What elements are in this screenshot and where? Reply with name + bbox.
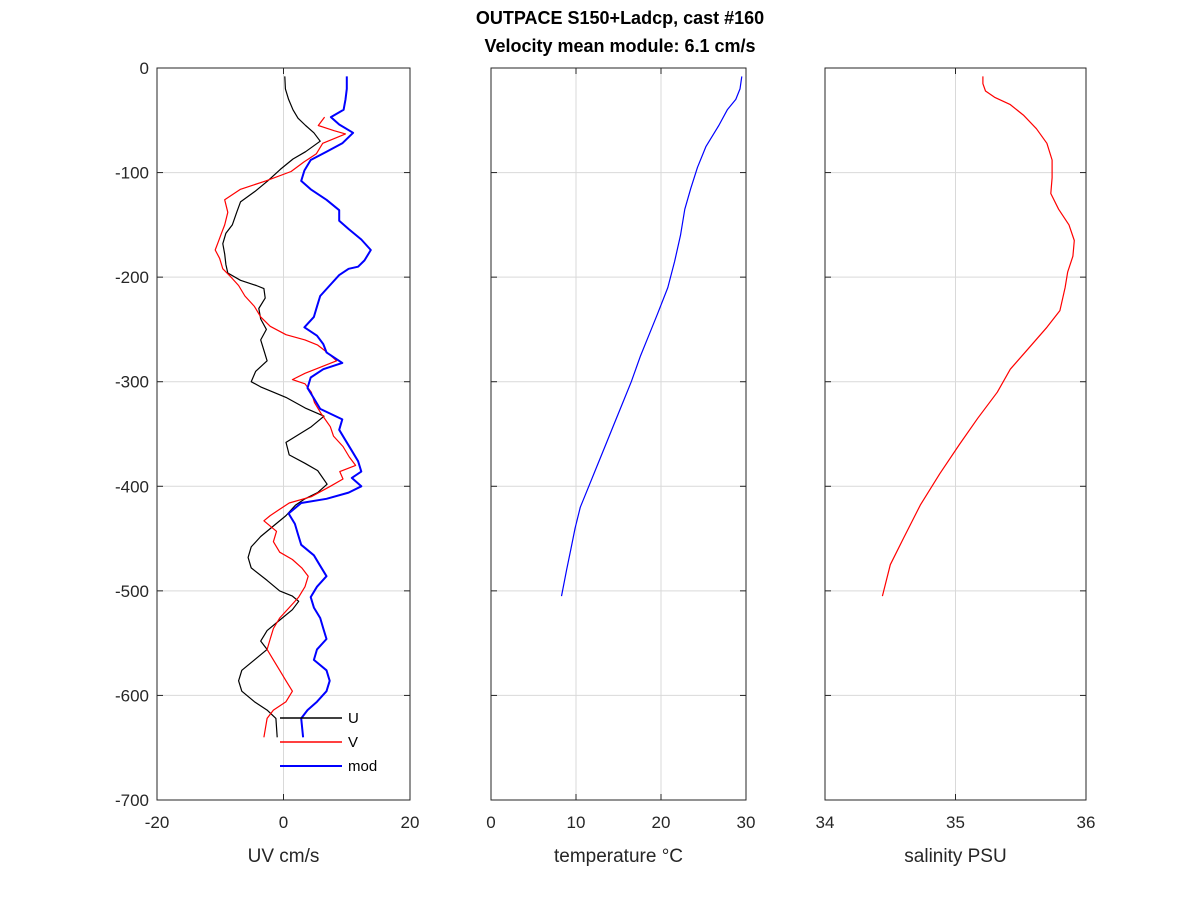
x-tick-label: 30 (737, 813, 756, 832)
x-axis-label: temperature °C (554, 846, 683, 867)
x-axis-label: salinity PSU (904, 846, 1006, 867)
y-tick-label: -300 (115, 373, 149, 392)
series-line-profile-1 (560, 76, 743, 597)
y-tick-label: -600 (115, 686, 149, 705)
x-tick-label: 10 (567, 813, 586, 832)
legend-label-V: V (348, 734, 358, 751)
chart-title-line-1: OUTPACE S150+Ladcp, cast #160 (476, 8, 764, 28)
x-tick-label: 0 (486, 813, 495, 832)
y-tick-label: -100 (115, 164, 149, 183)
temperature-panel: 0 10 20 30 temperature °C (486, 67, 756, 867)
axes-frame (490, 67, 747, 801)
series-line-mod (287, 76, 372, 738)
chart-title-line-2: Velocity mean module: 6.1 cm/s (484, 36, 755, 56)
x-tick-label: -20 (145, 813, 170, 832)
series-line-U (222, 76, 328, 738)
x-tick-label: 34 (816, 813, 835, 832)
x-tick-label: 0 (279, 813, 288, 832)
x-tick-label: 20 (652, 813, 671, 832)
series-line-profile-2 (881, 76, 1075, 597)
y-tick-label: -700 (115, 791, 149, 810)
x-tick-label: 35 (946, 813, 965, 832)
legend-label-mod: mod (348, 758, 377, 775)
y-tick-label: -400 (115, 477, 149, 496)
series-line-V (214, 116, 357, 738)
x-axis-label: UV cm/s (248, 846, 320, 867)
x-tick-label: 20 (401, 813, 420, 832)
legend-label-U: U (348, 710, 359, 727)
salinity-panel: 34 35 36 salinity PSU (816, 67, 1096, 867)
y-tick-label: -500 (115, 582, 149, 601)
y-tick-label: 0 (140, 59, 149, 78)
x-tick-label: 36 (1077, 813, 1096, 832)
y-tick-label: -200 (115, 268, 149, 287)
